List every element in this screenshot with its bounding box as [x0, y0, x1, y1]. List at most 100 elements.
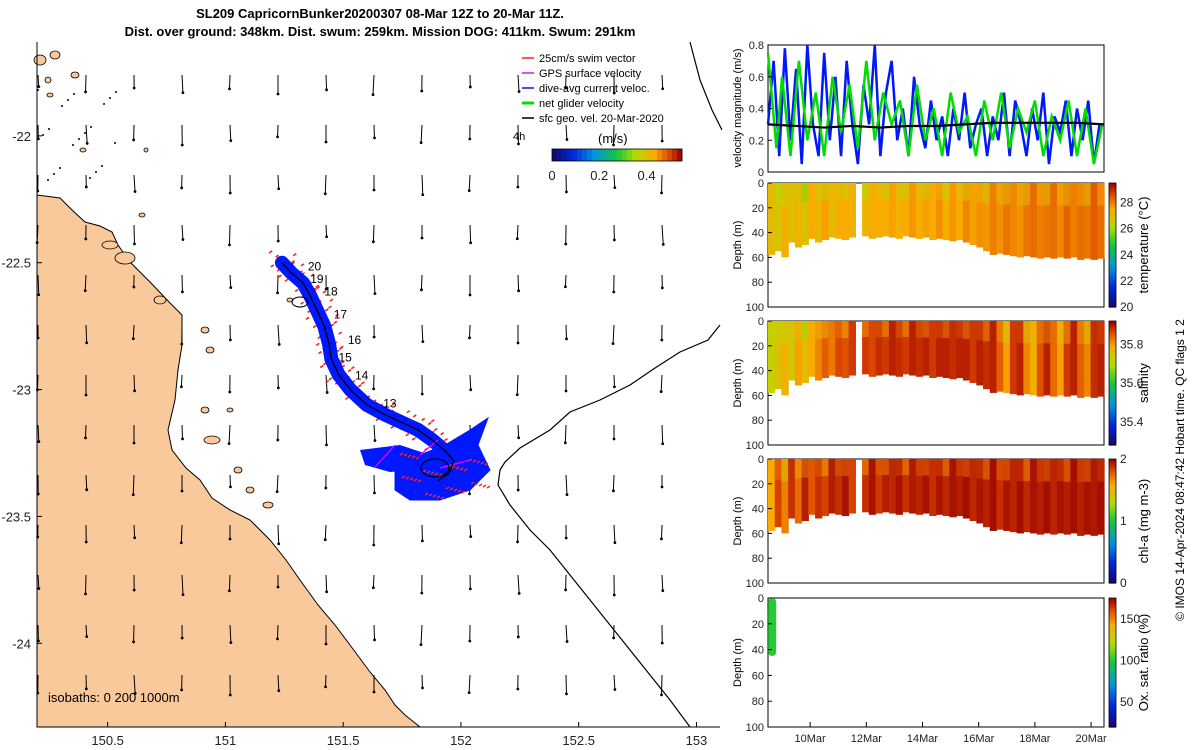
profile-column [989, 321, 998, 393]
colorbar-cell [1109, 601, 1116, 606]
colorbar-cell [1109, 564, 1116, 569]
colorbar-cell [557, 149, 563, 161]
current-arrow-head [372, 690, 376, 694]
colorbar-cell [1109, 257, 1116, 262]
profile-column-surface [1097, 183, 1105, 206]
colorbar-cell [1109, 358, 1116, 362]
colorbar-tick-label: 1 [1120, 514, 1127, 528]
profile-column [774, 183, 783, 252]
current-arrow [85, 124, 88, 144]
colorbar-label: salinity [1136, 363, 1151, 403]
current-arrow-head [228, 390, 232, 394]
profile-column-surface [915, 183, 924, 200]
depth-tick-label: 100 [746, 302, 764, 314]
current-arrow-head [517, 90, 521, 93]
current-arrow-head [181, 91, 185, 95]
current-arrow-head [277, 689, 281, 693]
velocity-y-tick-label: 0.2 [749, 135, 764, 147]
depth-ylabel: Depth (m) [732, 638, 744, 687]
current-arrow-head [661, 442, 665, 446]
colorbar-cell [1109, 345, 1116, 350]
profile-column [1043, 183, 1051, 258]
current-arrow-head [468, 336, 471, 340]
current-arrow-head [277, 542, 281, 546]
colorbar-cell [652, 149, 658, 161]
colorbar-cell [1109, 678, 1116, 683]
profile-column [882, 183, 890, 237]
depth-tick-label: 20 [752, 619, 764, 631]
date-tick-label: 18Mar [1019, 733, 1051, 745]
profile-column-surface [1063, 321, 1071, 344]
profile-column [909, 321, 917, 376]
current-arrow-head [613, 541, 617, 545]
current-arrow [373, 424, 376, 441]
colorbar-cell [1109, 229, 1116, 234]
profile-column-surface [1083, 459, 1092, 482]
swim-vector [318, 350, 323, 355]
current-arrow [565, 624, 568, 642]
current-arrow [229, 124, 232, 141]
profile-column [942, 183, 951, 241]
current-arrow [277, 174, 280, 189]
current-arrow-head [661, 87, 665, 91]
profile-column-surface [781, 321, 789, 344]
colorbar-cell [1109, 300, 1116, 305]
colorbar-label: chl-a (mg m-3) [1136, 479, 1151, 564]
profile-column-surface [936, 183, 944, 200]
colorbar-cell [1109, 511, 1116, 516]
current-arrow-head [179, 541, 183, 545]
colorbar-cell [1109, 386, 1116, 390]
swim-vector [310, 273, 315, 277]
current-arrow [229, 624, 232, 643]
profile-column-surface [821, 459, 830, 477]
reef-dot [72, 144, 74, 146]
colorbar-cell [1109, 441, 1116, 446]
swim-vector [430, 419, 435, 423]
current-arrow [661, 74, 664, 89]
profile-column-surface [868, 183, 877, 200]
swim-vector [294, 288, 299, 293]
profile-column-surface [996, 183, 1004, 205]
swim-vector [312, 324, 317, 329]
swim-vector [451, 465, 456, 469]
colorbar-cell [672, 149, 678, 161]
profile-column-surface [875, 183, 883, 200]
island [49, 50, 61, 60]
colorbar-tick-label: 35.6 [1120, 376, 1144, 390]
colorbar-cell [1109, 502, 1116, 507]
current-arrow [84, 274, 87, 291]
colorbar-cell [1109, 493, 1116, 497]
current-arrow-head [132, 588, 136, 592]
swim-vector [444, 437, 448, 442]
current-arrow [517, 74, 520, 92]
profile-column [976, 321, 984, 386]
profile-column-surface [1056, 321, 1065, 344]
current-arrow [469, 524, 472, 537]
reef-dot [89, 177, 91, 179]
colorbar-cell [1109, 486, 1116, 491]
current-arrow [133, 374, 136, 391]
profile-column [875, 321, 883, 376]
current-arrow [565, 124, 568, 140]
reef-dot [67, 99, 69, 101]
profile-column-surface [862, 459, 870, 475]
profile-column-surface [1090, 459, 1098, 483]
current-arrow [277, 524, 280, 544]
day-label: 19 [310, 272, 324, 286]
profile-column-surface [1036, 459, 1045, 482]
current-arrow-head [180, 385, 183, 389]
current-arrow [372, 574, 375, 588]
swim-vector [449, 487, 454, 491]
oxygen-points [768, 598, 777, 657]
profile-column [882, 459, 890, 513]
current-arrow-head [660, 286, 664, 290]
current-arrow-head [132, 640, 135, 644]
current-arrow [516, 224, 519, 239]
swim-vector [413, 478, 418, 482]
colorbar-cell [1109, 291, 1116, 296]
colorbar-cell [1109, 207, 1116, 212]
current-arrow-head [324, 642, 328, 646]
swim-vector [305, 316, 310, 320]
depth-tick-label: 0 [758, 178, 764, 190]
swim-vector [406, 410, 411, 414]
